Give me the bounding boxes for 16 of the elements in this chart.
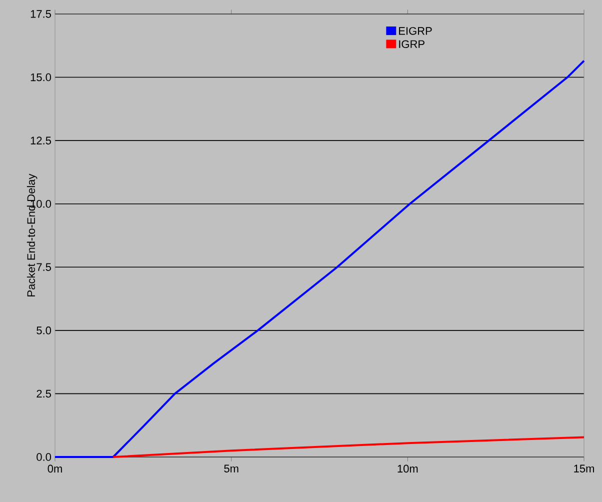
y-tick-label: 10.0 <box>30 200 52 208</box>
line-series <box>54 60 585 458</box>
legend-label: IGRP <box>399 40 424 48</box>
y-tick-label: 7.5 <box>36 263 51 271</box>
y-tick-label: 0.0 <box>36 453 52 461</box>
x-tick-label: 10m <box>398 464 418 473</box>
line-series <box>112 436 585 458</box>
y-tick-label: 2.5 <box>36 390 51 398</box>
x-tick-label: 0m <box>48 464 62 473</box>
y-tick-label: 12.5 <box>30 136 51 144</box>
x-tick-label: 15m <box>574 464 594 472</box>
legend-label: EIGRP <box>399 27 432 35</box>
y-tick-label: 15.0 <box>30 73 52 82</box>
x-tick-label: 5m <box>224 464 238 472</box>
y-tick-label: 17.5 <box>30 10 51 18</box>
y-tick-label: 5.0 <box>36 326 52 334</box>
